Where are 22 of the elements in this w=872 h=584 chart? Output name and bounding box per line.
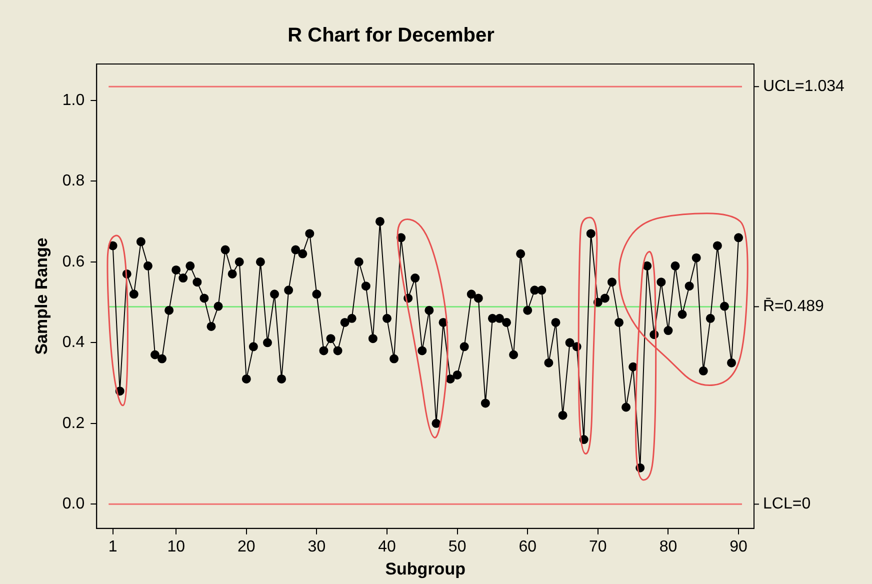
x-tick-label: 70 (589, 538, 607, 556)
ref-line-label: R̄=0.489 (763, 298, 824, 316)
ref-line-label: LCL=0 (763, 496, 811, 513)
y-tick-label: 0.2 (62, 414, 85, 432)
ref-line-label: UCL=1.034 (763, 78, 844, 96)
x-tick-label: 60 (518, 538, 537, 556)
y-tick-label: 0.8 (62, 172, 85, 190)
x-tick-label: 90 (730, 538, 748, 556)
x-tick-label: 30 (308, 538, 326, 556)
x-tick-label: 40 (378, 538, 396, 556)
x-tick-label: 80 (659, 538, 678, 556)
y-tick-label: 0.0 (62, 496, 85, 513)
y-tick-label: 0.4 (62, 334, 85, 352)
x-tick-label: 1 (108, 538, 118, 556)
x-tick-label: 50 (448, 538, 466, 556)
x-axis-title: Subgroup (385, 559, 466, 578)
y-axis-title: Sample Range (32, 238, 51, 355)
x-tick-label: 10 (167, 538, 186, 556)
x-tick-label: 20 (237, 538, 256, 556)
y-tick-label: 1.0 (62, 92, 85, 109)
y-tick-label: 0.6 (62, 253, 85, 270)
chart-title: R Chart for December (288, 24, 495, 47)
